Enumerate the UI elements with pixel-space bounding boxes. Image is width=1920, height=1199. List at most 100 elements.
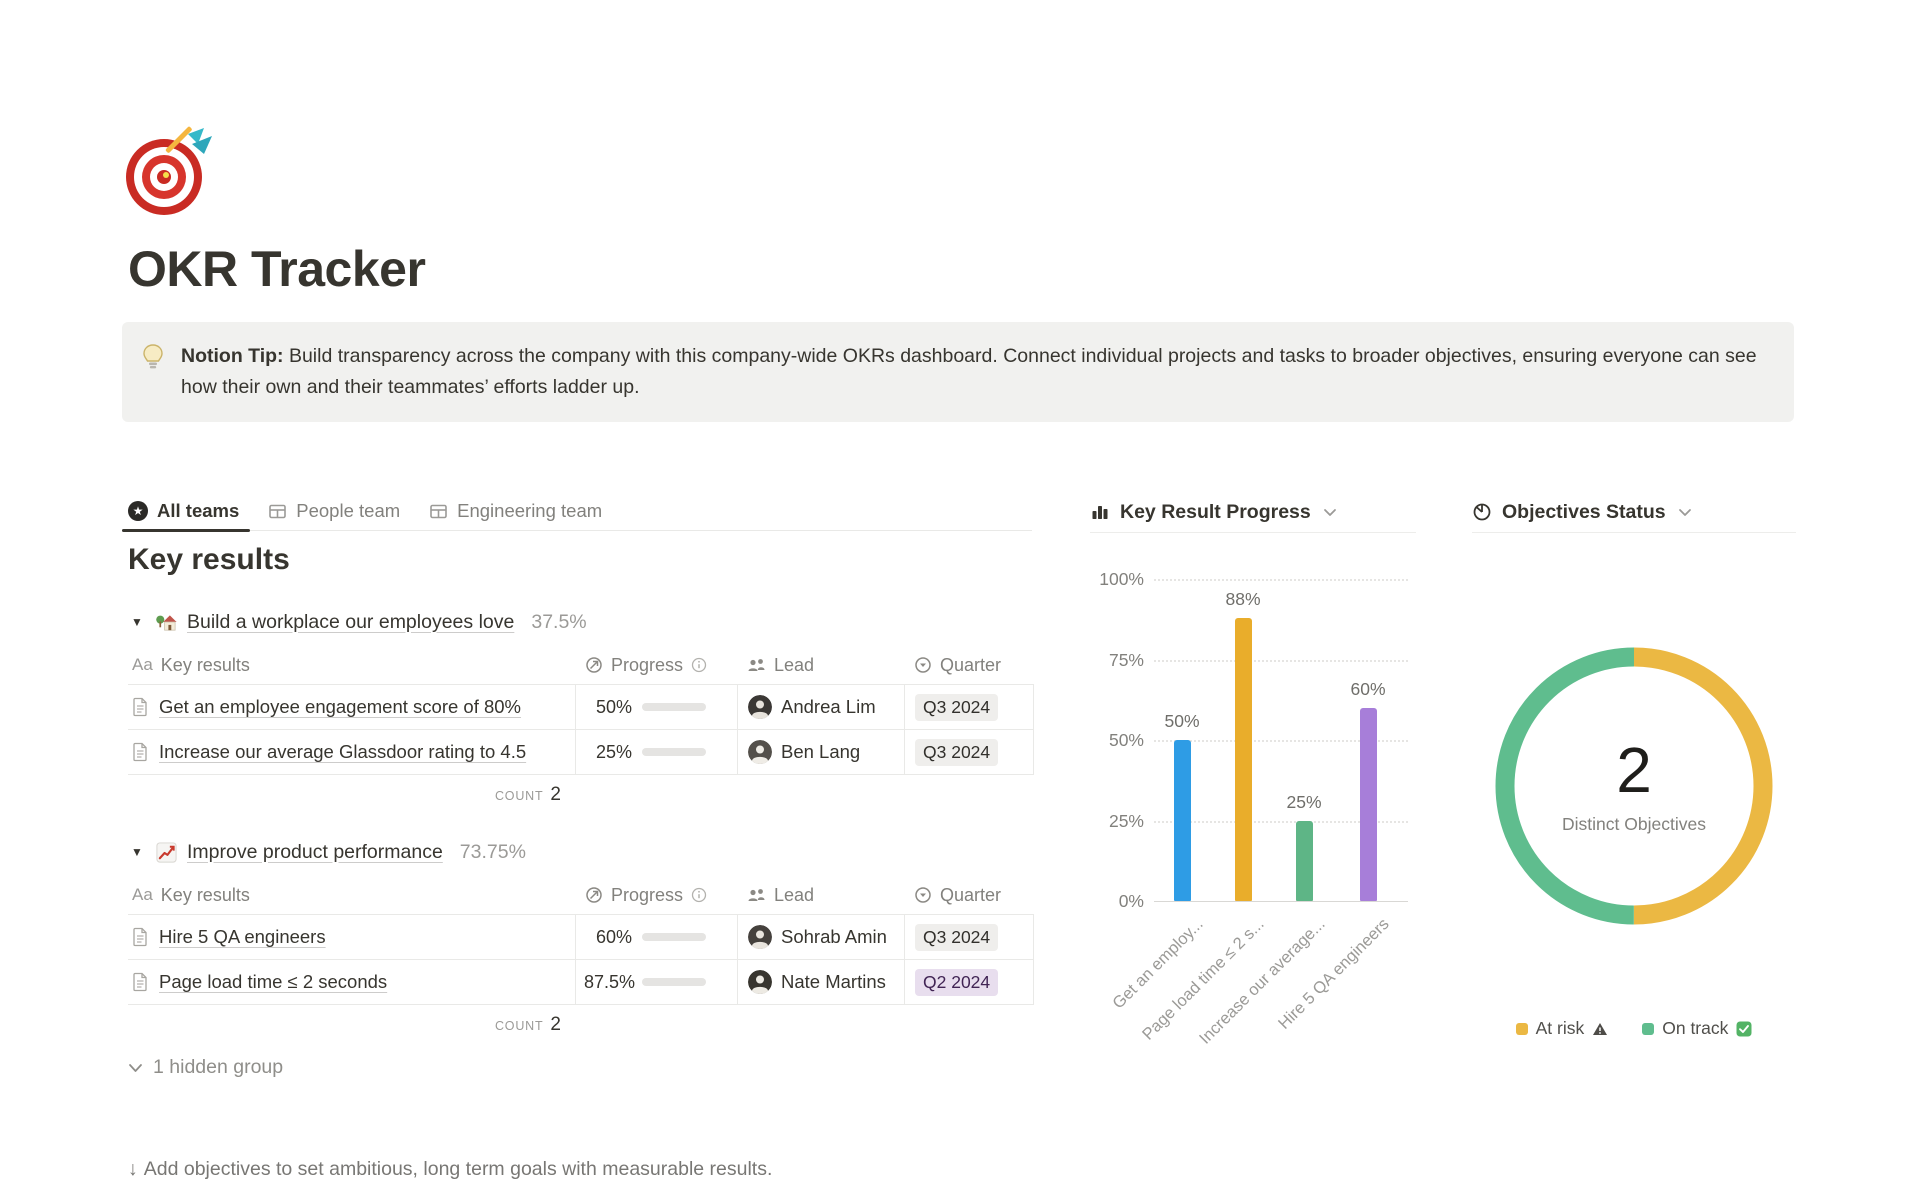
chevron-down-icon[interactable] — [1323, 508, 1337, 517]
column-header-progress[interactable]: Progress — [575, 655, 737, 676]
column-header-quarter[interactable]: Quarter — [904, 885, 1034, 906]
column-header-lead[interactable]: Lead — [737, 885, 904, 906]
lead-name: Nate Martins — [781, 971, 886, 992]
text-type-icon: Aa — [132, 885, 153, 904]
star-circle-icon: ★ — [128, 501, 148, 521]
quarter-tag[interactable]: Q3 2024 — [915, 738, 999, 766]
count-row: COUNT 2 — [128, 775, 1034, 815]
callout-body: Build transparency across the company wi… — [181, 345, 1757, 398]
tab-all-teams[interactable]: ★ All teams — [128, 500, 239, 522]
column-label: Lead — [774, 654, 815, 675]
light-bulb-icon — [140, 341, 166, 403]
objectives-status-header: Objectives Status — [1472, 492, 1796, 533]
table-row: Hire 5 QA engineers 60% Sohrab Amin Q3 2… — [128, 915, 1034, 960]
collapse-toggle-icon[interactable]: ▼ — [131, 845, 143, 859]
name-cell[interactable]: Page load time ≤ 2 seconds — [128, 960, 575, 1004]
footer-hint: ↓ Add objectives to set ambitious, long t… — [128, 1158, 772, 1181]
tab-label: Engineering team — [457, 500, 603, 521]
count-value: 2 — [550, 784, 561, 805]
callout-bold-label: Notion Tip: — [181, 345, 284, 367]
key-result-link[interactable]: Hire 5 QA engineers — [159, 926, 326, 947]
name-cell[interactable]: Increase our average Glassdoor rating to… — [128, 730, 575, 774]
tabs-divider — [122, 530, 1032, 531]
chevron-down-icon[interactable] — [1678, 508, 1692, 517]
column-header-name[interactable]: Aa Key results — [128, 655, 575, 676]
key-result-link[interactable]: Page load time ≤ 2 seconds — [159, 971, 388, 992]
key-result-progress-chart: 100% 75% 50% 25% 0% 50% Get an employ... … — [1090, 569, 1420, 1048]
count-label: COUNT — [494, 789, 544, 803]
progress-cell[interactable]: 60% — [575, 915, 737, 959]
y-tick: 75% — [1108, 649, 1144, 670]
quarter-tag[interactable]: Q3 2024 — [915, 923, 999, 951]
column-header-name[interactable]: Aa Key results — [128, 885, 575, 906]
chart-title: Objectives Status — [1502, 500, 1666, 523]
name-cell[interactable]: Hire 5 QA engineers — [128, 915, 575, 959]
collapse-toggle-icon[interactable]: ▼ — [131, 615, 143, 629]
column-label: Quarter — [940, 884, 1002, 905]
lead-cell[interactable]: Ben Lang — [737, 730, 904, 774]
progress-bar — [642, 978, 706, 986]
progress-bar — [642, 703, 706, 711]
house-garden-icon — [155, 611, 178, 634]
dart-target-icon[interactable] — [122, 120, 222, 220]
tab-label: People team — [296, 500, 401, 521]
legend-label: At risk — [1535, 1018, 1585, 1038]
x-axis-line — [1154, 901, 1408, 902]
select-icon — [914, 886, 932, 904]
column-header-progress[interactable]: Progress — [575, 885, 737, 906]
quarter-cell: Q3 2024 — [904, 915, 1034, 959]
table-row: Increase our average Glassdoor rating to… — [128, 730, 1034, 775]
key-result-link[interactable]: Get an employee engagement score of 80% — [159, 696, 522, 717]
key-result-progress-header: Key Result Progress — [1090, 492, 1416, 533]
quarter-cell: Q3 2024 — [904, 730, 1034, 774]
objective-group-1: ▼ Build a workplace our employees love 3… — [128, 604, 1034, 815]
column-label: Progress — [611, 654, 684, 675]
rollup-icon — [585, 656, 603, 674]
progress-cell[interactable]: 50% — [575, 685, 737, 729]
table-header: Aa Key results Progress Lead Quarter — [128, 646, 1034, 685]
count-value: 2 — [550, 1014, 561, 1035]
y-tick: 25% — [1108, 810, 1144, 831]
rollup-icon — [585, 886, 603, 904]
tab-people-team[interactable]: People team — [268, 500, 400, 522]
tab-engineering-team[interactable]: Engineering team — [429, 500, 602, 522]
count-label: COUNT — [494, 1019, 544, 1033]
info-icon[interactable] — [691, 657, 707, 673]
lead-cell[interactable]: Andrea Lim — [737, 685, 904, 729]
chart-increasing-icon — [155, 841, 178, 864]
info-icon[interactable] — [691, 887, 707, 903]
column-header-lead[interactable]: Lead — [737, 655, 904, 676]
quarter-tag[interactable]: Q2 2024 — [915, 968, 999, 996]
table-row: Get an employee engagement score of 80% … — [128, 685, 1034, 730]
lead-name: Sohrab Amin — [781, 926, 887, 947]
y-tick: 100% — [1099, 569, 1144, 589]
progress-cell[interactable]: 87.5% — [575, 960, 737, 1004]
quarter-tag[interactable]: Q3 2024 — [915, 693, 999, 721]
table-header: Aa Key results Progress Lead Quarter — [128, 876, 1034, 915]
objective-link[interactable]: Build a workplace our employees love — [187, 610, 515, 633]
objective-link[interactable]: Improve product performance — [187, 840, 443, 863]
progress-bar — [642, 748, 706, 756]
check-mark-icon — [1736, 1021, 1752, 1037]
page-icon — [132, 742, 149, 762]
page-title[interactable]: OKR Tracker — [128, 241, 426, 297]
key-result-link[interactable]: Increase our average Glassdoor rating to… — [159, 741, 527, 762]
callout-text: Notion Tip: Build transparency across th… — [181, 341, 1766, 403]
on-track-swatch — [1642, 1022, 1655, 1035]
avatar — [748, 970, 772, 994]
page-icon — [132, 927, 149, 947]
progress-bar — [642, 933, 706, 941]
tab-label: All teams — [157, 500, 240, 521]
table-icon — [429, 502, 448, 521]
objective-percent: 73.75% — [459, 840, 526, 863]
page-icon — [132, 972, 149, 992]
lead-cell[interactable]: Sohrab Amin — [737, 915, 904, 959]
hidden-group-toggle[interactable]: 1 hidden group — [128, 1056, 283, 1079]
lead-cell[interactable]: Nate Martins — [737, 960, 904, 1004]
avatar — [748, 740, 772, 764]
name-cell[interactable]: Get an employee engagement score of 80% — [128, 685, 575, 729]
progress-cell[interactable]: 25% — [575, 730, 737, 774]
column-header-quarter[interactable]: Quarter — [904, 655, 1034, 676]
objective-group-2: ▼ Improve product performance 73.75% Aa … — [128, 834, 1034, 1045]
legend-on-track: On track — [1642, 1018, 1752, 1039]
